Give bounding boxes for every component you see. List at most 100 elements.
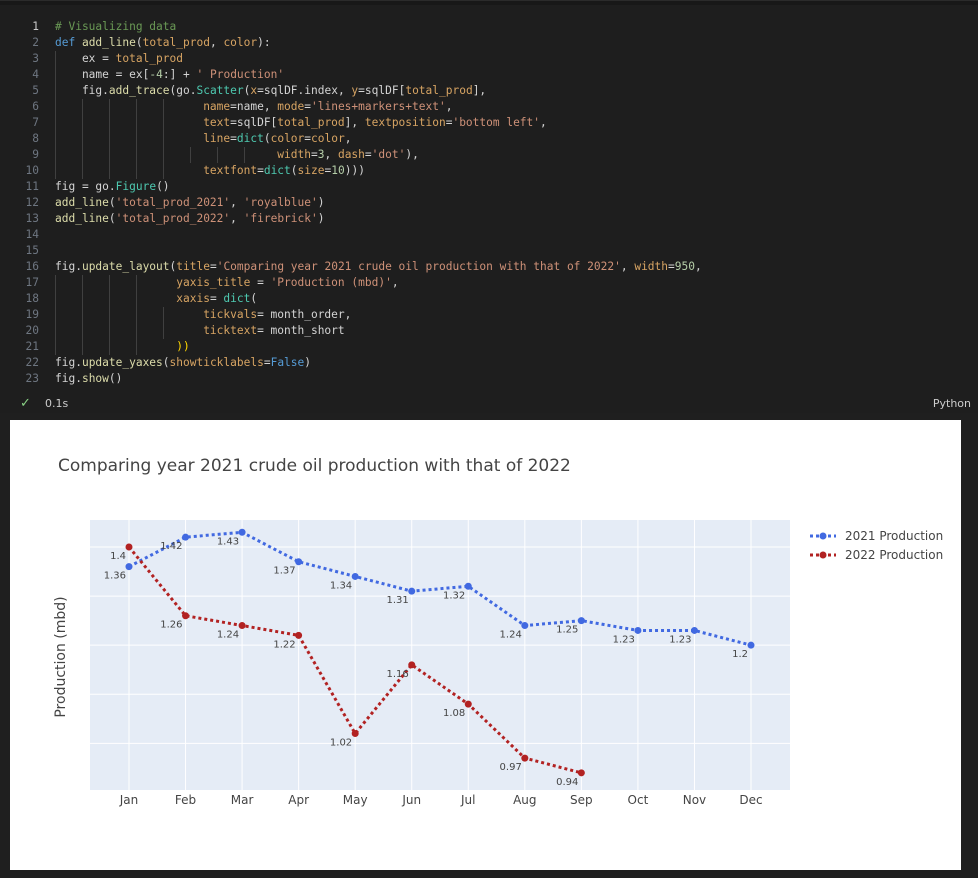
- x-tick-label: Jan: [119, 793, 139, 807]
- code-line[interactable]: 22 fig.update_yaxes(showticklabels=False): [0, 355, 978, 371]
- x-tick-label: Jul: [460, 793, 475, 807]
- x-tick-label: Dec: [739, 793, 762, 807]
- indent-guide: [136, 307, 137, 323]
- code-token: =: [364, 148, 372, 161]
- data-label: 1.2: [732, 649, 748, 660]
- success-check-icon: ✓: [20, 396, 31, 411]
- indent-guide: [55, 83, 56, 99]
- code-token: size: [297, 164, 325, 177]
- code-token: 'bottom left': [452, 116, 541, 129]
- code-editor[interactable]: 1 # Visualizing data 2 def add_line(total_p…: [0, 19, 978, 387]
- indent-guide: [109, 291, 110, 307]
- data-point[interactable]: [747, 641, 755, 649]
- x-tick-label: Jun: [401, 793, 421, 807]
- indent-guide: [136, 147, 137, 163]
- data-point[interactable]: [351, 730, 359, 738]
- chart-svg: Comparing year 2021 crude oil production…: [53, 456, 943, 807]
- data-point[interactable]: [521, 754, 529, 762]
- code-token: 3: [317, 148, 325, 161]
- line-number: 18: [25, 292, 39, 305]
- line-number: 16: [25, 260, 39, 273]
- code-text: width=3, dash='dot'),: [55, 147, 419, 163]
- code-token: (: [162, 356, 170, 369]
- data-point[interactable]: [125, 543, 133, 551]
- code-token: dict: [263, 164, 291, 177]
- code-line[interactable]: 11 fig = go.Figure(): [0, 179, 978, 195]
- indent-guide: [217, 147, 218, 163]
- code-token: y: [351, 84, 359, 97]
- data-point[interactable]: [182, 612, 190, 620]
- code-line[interactable]: 23 fig.show(): [0, 371, 978, 387]
- data-point[interactable]: [238, 622, 246, 630]
- data-point[interactable]: [182, 533, 190, 541]
- code-line[interactable]: 14: [0, 227, 978, 243]
- code-line[interactable]: 9 width=3, dash='dot'),: [0, 147, 978, 163]
- code-token: ,: [209, 36, 224, 49]
- data-point[interactable]: [351, 572, 359, 580]
- code-line[interactable]: 8 line=dict(color=color,: [0, 131, 978, 147]
- data-point[interactable]: [634, 626, 642, 634]
- code-line[interactable]: 17 yaxis_title = 'Production (mbd)',: [0, 275, 978, 291]
- indent-guide: [136, 323, 137, 339]
- code-token: =: [445, 116, 453, 129]
- data-point[interactable]: [408, 661, 416, 669]
- code-token: ): [317, 212, 325, 225]
- code-line[interactable]: 13 add_line('total_prod_2022', 'firebrick…: [0, 211, 978, 227]
- code-token: = go.: [81, 180, 116, 193]
- legend-item-label[interactable]: 2022 Production: [845, 548, 943, 562]
- data-point[interactable]: [464, 700, 472, 708]
- data-point[interactable]: [521, 622, 529, 630]
- code-text: def add_line(total_prod, color):: [55, 35, 271, 51]
- code-line[interactable]: 6 name=name, mode='lines+markers+text',: [0, 99, 978, 115]
- data-point[interactable]: [238, 528, 246, 536]
- code-line[interactable]: 15: [0, 243, 978, 259]
- code-line[interactable]: 20 ticktext= month_short: [0, 323, 978, 339]
- indent-guide: [55, 275, 56, 291]
- output-plot: Comparing year 2021 crude oil production…: [10, 420, 961, 870]
- code-line[interactable]: 16 fig.update_layout(title='Comparing yea…: [0, 259, 978, 275]
- data-label: 0.94: [556, 777, 578, 788]
- code-token: 'royalblue': [243, 196, 318, 209]
- code-token: [55, 276, 176, 289]
- data-point[interactable]: [464, 582, 472, 590]
- code-line[interactable]: 5 fig.add_trace(go.Scatter(x=sqlDF.index…: [0, 83, 978, 99]
- code-line[interactable]: 18 xaxis= dict(: [0, 291, 978, 307]
- data-point[interactable]: [690, 626, 698, 634]
- code-line[interactable]: 10 textfont=dict(size=10))): [0, 163, 978, 179]
- code-token: (: [108, 212, 116, 225]
- code-token: =: [250, 276, 271, 289]
- indent-guide: [109, 131, 110, 147]
- code-line[interactable]: 19 tickvals= month_order,: [0, 307, 978, 323]
- data-point[interactable]: [295, 631, 303, 639]
- data-point[interactable]: [125, 563, 133, 571]
- indent-guide: [82, 131, 83, 147]
- code-text: name=name, mode='lines+markers+text',: [55, 99, 452, 115]
- code-line[interactable]: 2 def add_line(total_prod, color):: [0, 35, 978, 51]
- data-point[interactable]: [577, 617, 585, 625]
- data-point[interactable]: [295, 558, 303, 566]
- indent-guide: [109, 163, 110, 179]
- data-label: 1.23: [613, 634, 635, 645]
- code-line[interactable]: 1 # Visualizing data: [0, 19, 978, 35]
- data-point[interactable]: [577, 769, 585, 777]
- code-line[interactable]: 3 ex = total_prod: [0, 51, 978, 67]
- line-number: 22: [25, 356, 39, 369]
- code-line[interactable]: 4 name = ex[-4:] + ' Production': [0, 67, 978, 83]
- code-line[interactable]: 7 text=sqlDF[total_prod], textposition='…: [0, 115, 978, 131]
- line-number: 20: [25, 324, 39, 337]
- code-line[interactable]: 21 )): [0, 339, 978, 355]
- code-line[interactable]: 12 add_line('total_prod_2021', 'royalblue…: [0, 195, 978, 211]
- data-label: 0.97: [500, 762, 522, 773]
- code-token: (): [108, 372, 123, 385]
- code-token: [55, 132, 203, 145]
- code-token: add_line: [81, 36, 136, 49]
- code-cell[interactable]: 1 # Visualizing data 2 def add_line(total_p…: [0, 0, 978, 413]
- x-tick-label: May: [343, 793, 368, 807]
- code-token: ,: [391, 276, 399, 289]
- data-label: 1.08: [443, 708, 465, 719]
- legend-item-label[interactable]: 2021 Production: [845, 529, 943, 543]
- data-point[interactable]: [408, 587, 416, 595]
- language-label[interactable]: Python: [932, 397, 971, 410]
- code-token: x: [250, 84, 258, 97]
- code-token: title: [176, 260, 210, 273]
